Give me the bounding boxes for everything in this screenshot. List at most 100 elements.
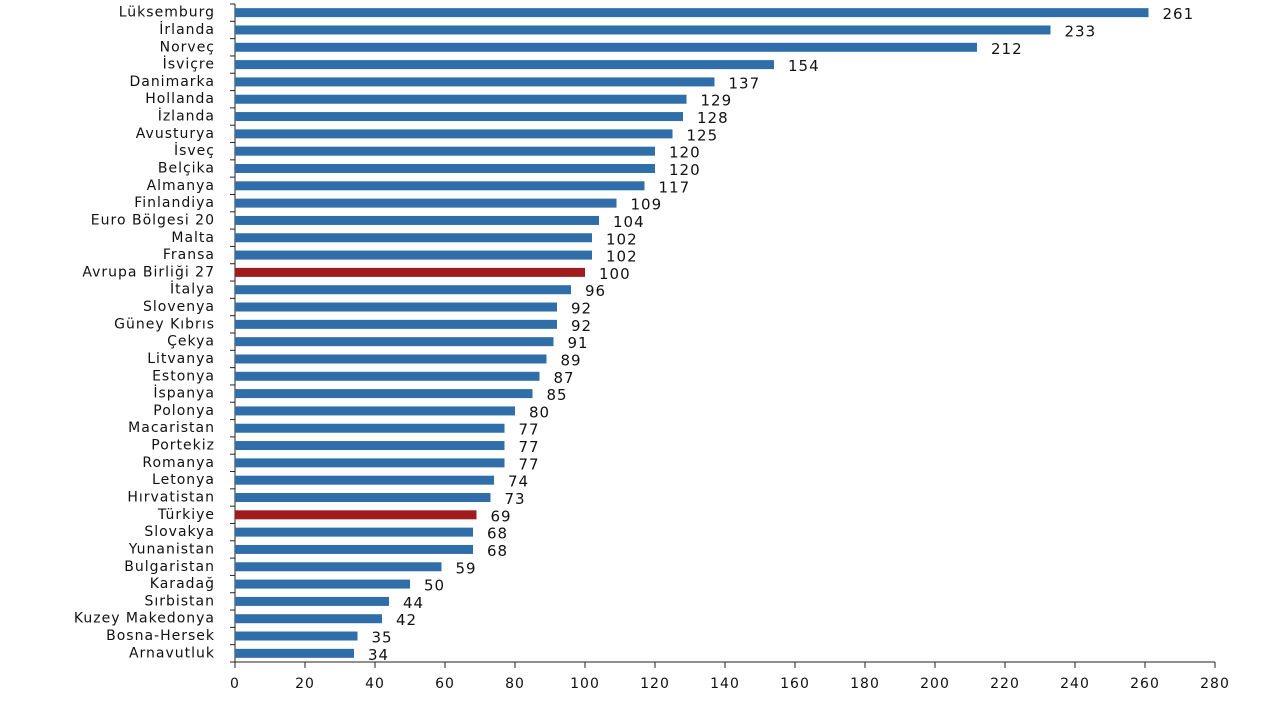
y-tick-label: İzlanda [158, 107, 215, 125]
y-tick-label: İsviçre [163, 55, 215, 73]
bar [235, 112, 683, 122]
bar [235, 596, 389, 606]
y-tick-label: İtalya [170, 280, 215, 298]
value-label: 212 [991, 40, 1023, 58]
value-label: 137 [729, 74, 761, 92]
bar [235, 527, 473, 537]
bar [235, 181, 645, 191]
y-tick-label: Kuzey Makedonya [74, 611, 215, 627]
y-tick-label: Çekya [167, 334, 215, 350]
y-tick-label: İspanya [153, 384, 215, 402]
y-tick-label: Estonya [152, 368, 215, 384]
bar [235, 406, 515, 416]
value-label: 91 [568, 334, 589, 352]
y-tick-label: Almanya [147, 178, 215, 194]
value-label: 92 [571, 317, 592, 335]
bar [235, 579, 410, 589]
value-label: 42 [396, 611, 417, 629]
bar [235, 423, 505, 433]
bar [235, 441, 505, 451]
value-label: 68 [487, 542, 508, 560]
x-tick-label: 80 [505, 676, 525, 692]
bar [235, 198, 617, 208]
bar [235, 631, 358, 641]
value-label: 87 [554, 369, 575, 387]
y-tick-label: Avusturya [136, 126, 215, 142]
value-label: 154 [788, 57, 820, 75]
value-label: 68 [487, 525, 508, 543]
bar [235, 371, 540, 381]
value-label: 77 [519, 421, 540, 439]
bar [235, 42, 977, 52]
y-tick-label: Danimarka [129, 74, 215, 90]
value-label: 74 [508, 473, 529, 491]
y-tick-label: Lüksemburg [119, 5, 215, 21]
y-tick-label: İsveç [174, 141, 215, 159]
bar [235, 129, 673, 139]
y-tick-label: Fransa [163, 247, 215, 263]
value-label: 77 [519, 455, 540, 473]
value-label: 73 [505, 490, 526, 508]
y-tick-label: Portekiz [151, 438, 215, 454]
value-label: 44 [403, 594, 424, 612]
value-label: 92 [571, 300, 592, 318]
value-label: 77 [519, 438, 540, 456]
x-tick-label: 220 [990, 676, 1020, 692]
bar [235, 510, 477, 520]
y-tick-label: Slovenya [143, 299, 215, 315]
bar [235, 250, 592, 260]
y-tick-label: Bulgaristan [124, 559, 215, 575]
bar [235, 389, 533, 399]
y-tick-label: Hırvatistan [127, 490, 215, 506]
bar [235, 302, 557, 312]
value-label: 109 [631, 196, 663, 214]
bar [235, 77, 715, 87]
bar [235, 8, 1149, 18]
y-tick-label: Macaristan [128, 420, 215, 436]
y-tick-label: Yunanistan [128, 541, 215, 557]
y-tick-label: İrlanda [159, 20, 215, 38]
value-label: 69 [491, 507, 512, 525]
bar [235, 94, 687, 104]
y-tick-label: Bosna-Hersek [106, 628, 215, 644]
value-label: 50 [424, 577, 445, 595]
bar [235, 25, 1051, 35]
value-label: 100 [599, 265, 631, 283]
bar [235, 233, 592, 243]
bar [235, 354, 547, 364]
y-tick-label: Finlandiya [134, 195, 215, 211]
y-tick-label: Norveç [160, 39, 215, 55]
bar [235, 164, 655, 173]
y-tick-label: Türkiye [157, 507, 215, 523]
value-label: 128 [697, 109, 729, 127]
y-tick-label: Polonya [153, 403, 215, 419]
x-tick-label: 120 [640, 676, 670, 692]
y-tick-label: Malta [171, 230, 215, 246]
x-tick-label: 20 [295, 676, 315, 692]
bar [235, 337, 554, 347]
value-label: 34 [368, 646, 389, 664]
x-tick-label: 40 [365, 676, 385, 692]
value-label: 261 [1163, 5, 1195, 23]
value-label: 85 [547, 386, 568, 404]
bar [235, 562, 442, 572]
value-label: 89 [561, 351, 582, 369]
bar [235, 544, 473, 554]
x-tick-label: 0 [230, 676, 240, 692]
x-tick-label: 180 [850, 676, 880, 692]
value-label: 102 [606, 248, 638, 266]
y-tick-label: Karadağ [150, 576, 215, 592]
y-tick-label: Belçika [158, 161, 215, 177]
bar [235, 475, 494, 485]
value-label: 59 [456, 559, 477, 577]
x-tick-label: 240 [1060, 676, 1090, 692]
bar [235, 60, 774, 70]
value-label: 120 [669, 144, 701, 162]
value-label: 80 [529, 403, 550, 421]
bar [235, 648, 354, 658]
y-tick-label: Hollanda [145, 91, 215, 107]
value-label: 117 [659, 178, 691, 196]
bar [235, 146, 655, 156]
x-tick-label: 260 [1130, 676, 1160, 692]
